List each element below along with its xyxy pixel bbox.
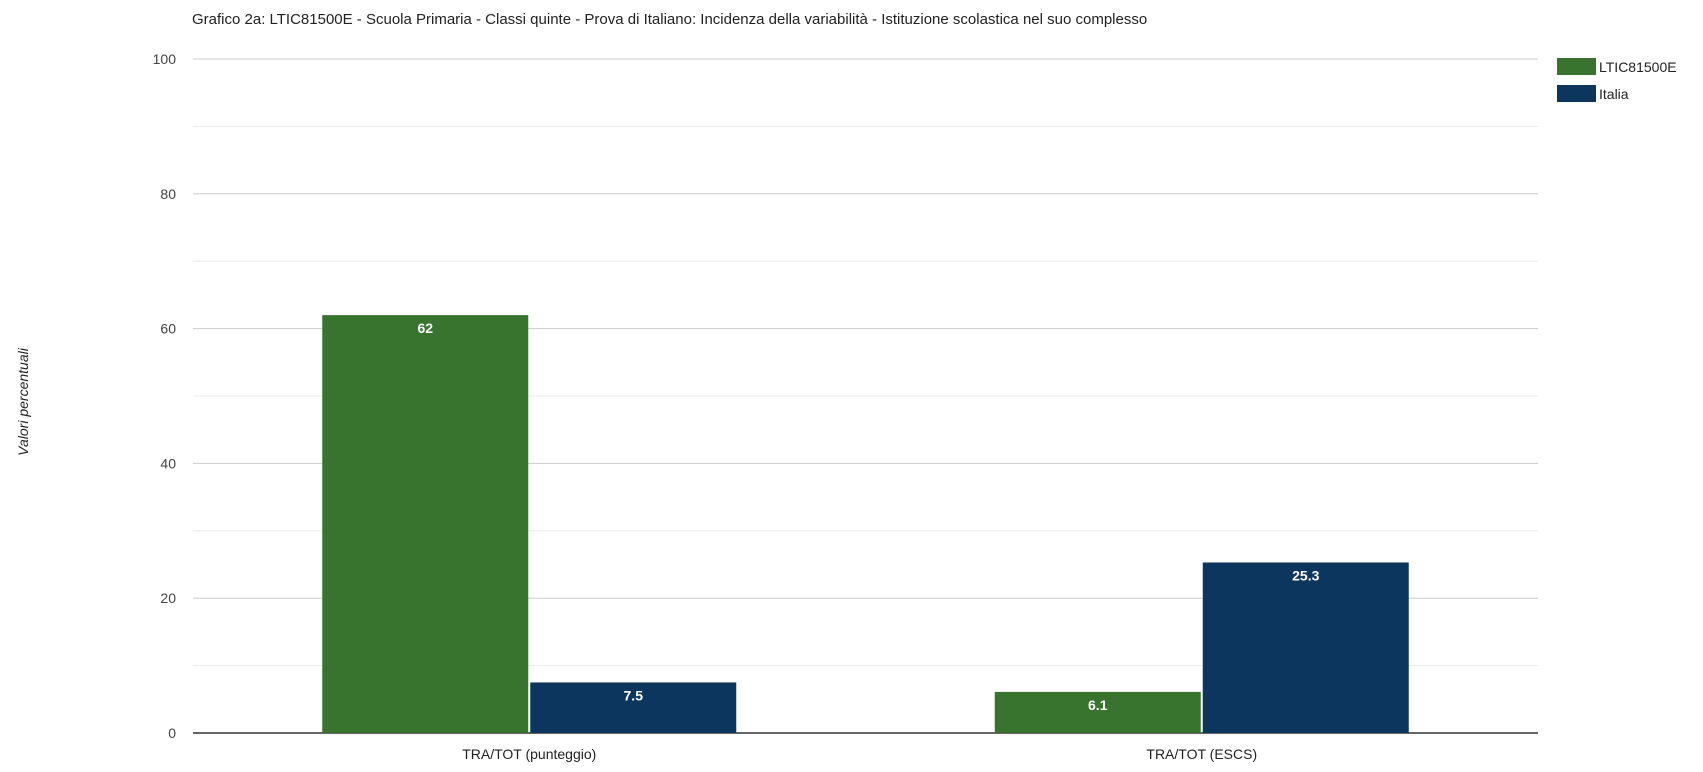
- chart-title: Grafico 2a: LTIC81500E - Scuola Primaria…: [192, 11, 1147, 28]
- bars: 62 7.5 6.1 25.3: [322, 315, 1409, 733]
- legend-swatch: [1557, 85, 1596, 102]
- y-tick-label: 0: [168, 725, 176, 741]
- bar-ltic81500e-0: [322, 315, 529, 733]
- bar-value-label: 62: [417, 320, 433, 336]
- y-tick-label: 60: [160, 321, 176, 337]
- x-category-label: TRA/TOT (ESCS): [1146, 746, 1257, 762]
- bar-value-label: 6.1: [1088, 697, 1108, 713]
- bar-value-label: 25.3: [1292, 567, 1319, 583]
- y-tick-label: 100: [153, 51, 177, 67]
- y-tick-label: 80: [160, 186, 176, 202]
- bar-ltic81500e-1: [994, 691, 1201, 733]
- legend-swatch: [1557, 58, 1596, 75]
- bar-value-label: 7.5: [624, 687, 644, 703]
- y-axis-ticks: 0 20 40 60 80 100: [153, 51, 177, 741]
- legend-entry: LTIC81500E: [1599, 59, 1677, 75]
- bar-italia-0: [530, 682, 737, 733]
- y-axis-label: Valori percentuali: [15, 347, 31, 456]
- legend-entry: Italia: [1599, 86, 1629, 102]
- bar-italia-1: [1202, 562, 1409, 733]
- legend: LTIC81500E Italia: [1557, 58, 1677, 102]
- y-tick-label: 40: [160, 455, 176, 471]
- x-axis-categories: TRA/TOT (punteggio) TRA/TOT (ESCS): [462, 746, 1257, 762]
- x-category-label: TRA/TOT (punteggio): [462, 746, 596, 762]
- y-tick-label: 20: [160, 590, 176, 606]
